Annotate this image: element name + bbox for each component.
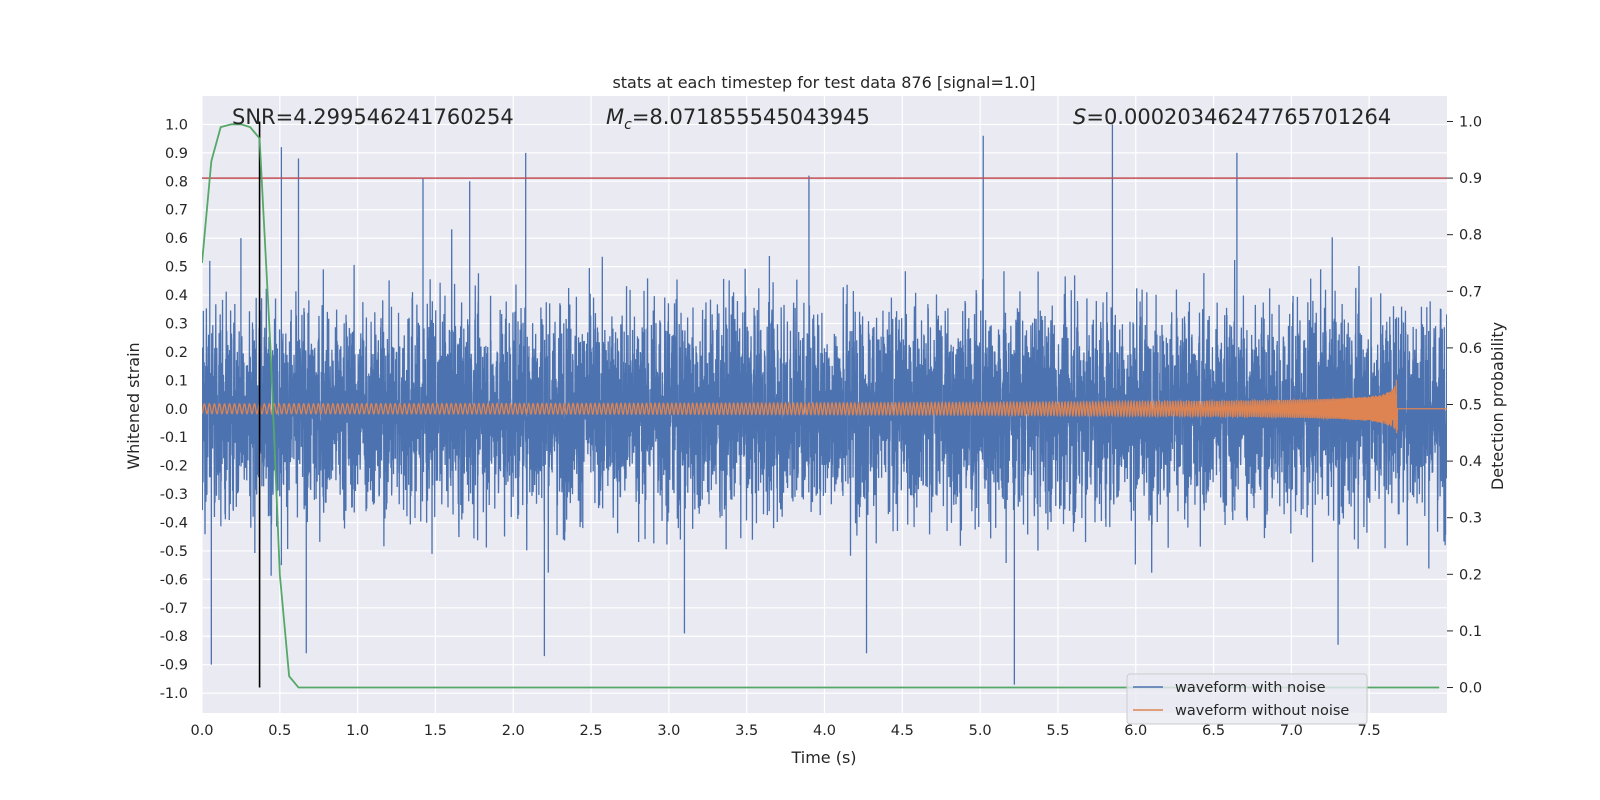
x-tick-label: 5.0 xyxy=(969,723,992,739)
y-right-tick-label: 0.3 xyxy=(1459,511,1482,527)
y-right-tick-label: 0.9 xyxy=(1459,171,1482,187)
y-left-tick-label: 0.5 xyxy=(165,260,188,276)
y-right-tick-label: 1.0 xyxy=(1459,114,1482,130)
y-left-tick-label: -0.9 xyxy=(160,658,188,674)
y-left-tick-label: 0.2 xyxy=(165,345,188,361)
x-tick-label: 1.5 xyxy=(424,723,447,739)
x-tick-label: 7.0 xyxy=(1280,723,1303,739)
x-tick-label: 7.5 xyxy=(1358,723,1381,739)
y-left-tick-label: -0.2 xyxy=(160,459,188,475)
x-tick-label: 3.5 xyxy=(735,723,758,739)
x-tick-label: 0.0 xyxy=(190,723,213,739)
y-left-tick-labels: 1.0 0.9 0.8 0.7 0.6 0.5 0.4 0.3 0.2 0.1 0.0 -0.1 -0.… xyxy=(160,117,188,702)
chirp-mass-annotation: Mc=8.071855545043945 xyxy=(606,105,870,133)
y-left-tick-label: -0.6 xyxy=(160,572,188,588)
plot-area xyxy=(202,121,1447,689)
y-left-tick-label: 0.1 xyxy=(165,373,188,389)
x-axis-label: Time (s) xyxy=(790,748,856,767)
y-right-tick-label: 0.1 xyxy=(1459,624,1482,640)
legend: waveform with noise waveform without noi… xyxy=(1126,673,1368,725)
x-tick-labels: 0.0 0.5 1.0 1.5 2.0 2.5 3.0 3.5 4.0 4.5 5.0 5.5 6.0 6… xyxy=(190,723,1380,739)
legend-label-clean: waveform without noise xyxy=(1175,703,1349,719)
y-left-tick-label: -0.8 xyxy=(160,629,188,645)
y-right-tick-label: 0.6 xyxy=(1459,341,1482,357)
series-waveform-without-noise xyxy=(202,379,1447,434)
x-tick-label: 4.0 xyxy=(813,723,836,739)
y-left-tick-label: 0.8 xyxy=(165,174,188,190)
y-right-tick-label: 0.0 xyxy=(1459,681,1482,697)
x-tick-label: 2.5 xyxy=(580,723,603,739)
y-left-tick-label: -1.0 xyxy=(160,686,188,702)
x-tick-label: 4.5 xyxy=(891,723,914,739)
snr-annotation: SNR=4.299546241760254 xyxy=(232,105,514,129)
legend-box xyxy=(1126,673,1368,725)
y-left-tick-label: -0.4 xyxy=(160,515,188,531)
y-right-tick-labels: 1.0 0.9 0.8 0.7 0.6 0.5 0.4 0.3 0.2 0.1 0.0 xyxy=(1447,114,1482,697)
x-tick-label: 6.5 xyxy=(1202,723,1225,739)
x-tick-label: 2.0 xyxy=(502,723,525,739)
x-tick-label: 5.5 xyxy=(1046,723,1069,739)
y-left-tick-label: 0.9 xyxy=(165,146,188,162)
chart-title: stats at each timestep for test data 876… xyxy=(612,73,1035,92)
x-tick-label: 0.5 xyxy=(268,723,291,739)
series-detection-probability xyxy=(202,123,1440,689)
y-right-axis-label: Detection probability xyxy=(1488,322,1507,490)
y-left-tick-label: -0.3 xyxy=(160,487,188,503)
y-right-tick-label: 0.2 xyxy=(1459,567,1482,583)
y-left-tick-label: -0.1 xyxy=(160,430,188,446)
y-left-tick-label: 0.0 xyxy=(165,402,188,418)
y-right-tick-label: 0.7 xyxy=(1459,284,1482,300)
y-right-tick-label: 0.5 xyxy=(1459,398,1482,414)
x-tick-label: 3.0 xyxy=(657,723,680,739)
y-right-tick-label: 0.4 xyxy=(1459,454,1482,470)
x-tick-label: 6.0 xyxy=(1124,723,1147,739)
y-left-tick-label: 1.0 xyxy=(165,117,188,133)
y-left-tick-label: 0.3 xyxy=(165,316,188,332)
y-left-axis-label: Whitened strain xyxy=(124,342,143,469)
y-left-tick-label: 0.4 xyxy=(165,288,188,304)
y-left-tick-label: 0.7 xyxy=(165,203,188,219)
legend-label-noise: waveform with noise xyxy=(1175,680,1326,696)
s-annotation: S=0.00020346247765701264 xyxy=(1073,105,1391,129)
y-left-tick-label: 0.6 xyxy=(165,231,188,247)
y-left-tick-label: -0.5 xyxy=(160,544,188,560)
y-right-tick-label: 0.8 xyxy=(1459,228,1482,244)
y-left-tick-label: -0.7 xyxy=(160,601,188,617)
x-tick-label: 1.0 xyxy=(346,723,369,739)
